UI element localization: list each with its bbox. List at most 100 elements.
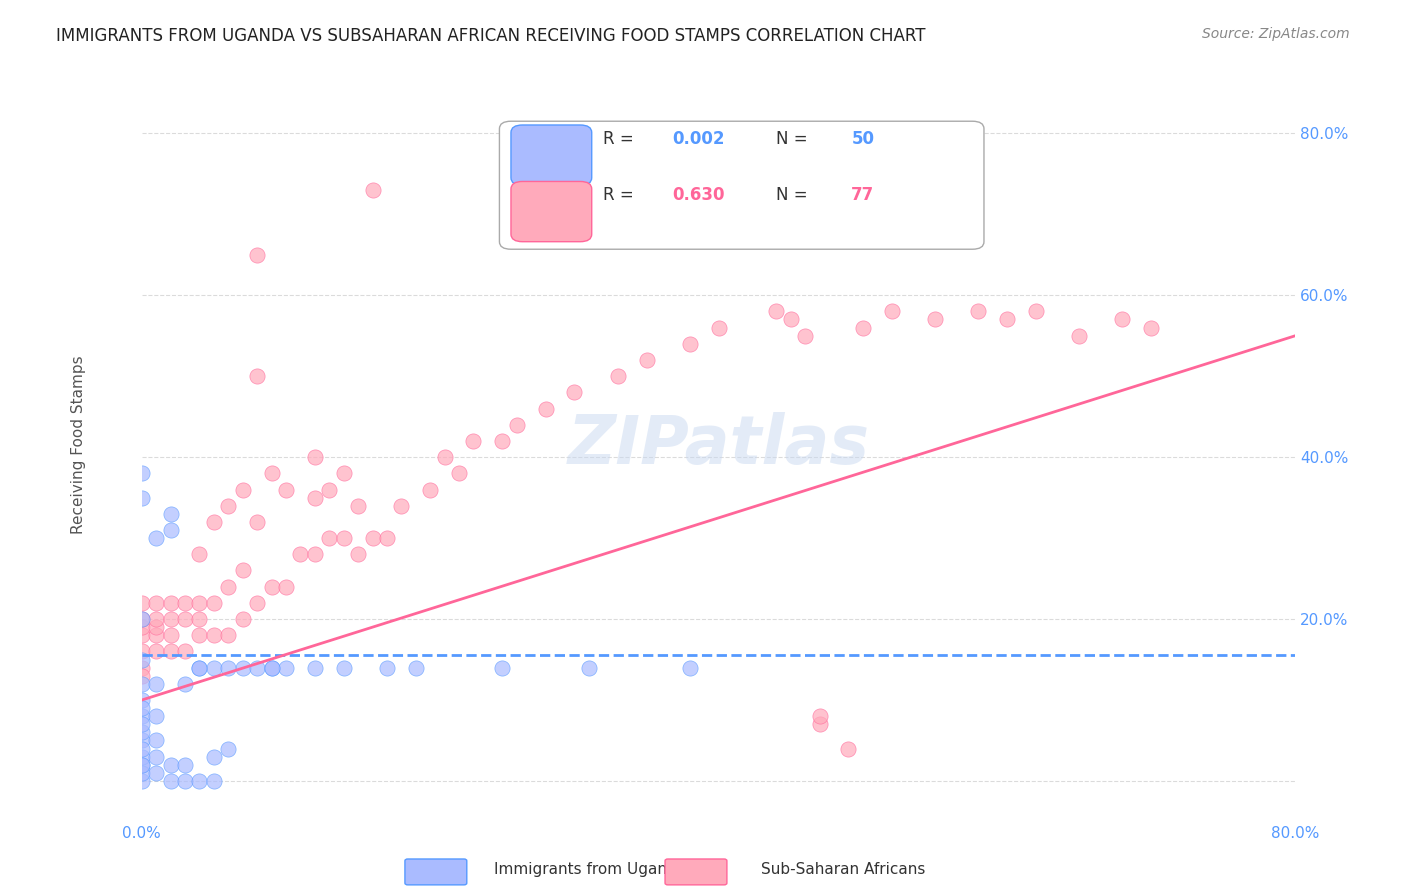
Point <box>174 774 197 789</box>
Point <box>779 312 801 326</box>
Point <box>924 312 946 326</box>
Point <box>332 660 354 674</box>
Point <box>188 547 211 561</box>
Point <box>131 765 153 780</box>
Point <box>202 749 225 764</box>
Point <box>145 749 167 764</box>
Point <box>188 774 211 789</box>
Point <box>375 660 398 674</box>
Point <box>131 596 153 610</box>
Point <box>304 660 326 674</box>
FancyBboxPatch shape <box>510 181 592 242</box>
Point <box>880 304 903 318</box>
Point <box>188 612 211 626</box>
Point <box>159 523 181 537</box>
Point <box>246 660 269 674</box>
Point <box>131 491 153 505</box>
Point <box>131 467 153 481</box>
Point <box>159 757 181 772</box>
Point <box>995 312 1018 326</box>
Point <box>131 725 153 739</box>
Point <box>145 765 167 780</box>
Point <box>131 733 153 747</box>
Point <box>246 248 269 262</box>
Point <box>131 652 153 666</box>
Point <box>202 515 225 529</box>
Text: 50: 50 <box>851 130 875 148</box>
Point <box>131 677 153 691</box>
Point <box>318 531 340 545</box>
Point <box>304 491 326 505</box>
Point <box>1140 320 1163 334</box>
Point <box>260 467 283 481</box>
Point <box>145 620 167 634</box>
Point <box>174 644 197 658</box>
Point <box>159 507 181 521</box>
Point <box>606 369 628 384</box>
Point <box>290 547 312 561</box>
Point <box>131 644 153 658</box>
Point <box>174 612 197 626</box>
Point <box>202 596 225 610</box>
Point <box>447 467 470 481</box>
Point <box>188 628 211 642</box>
Point <box>145 531 167 545</box>
Point <box>246 515 269 529</box>
Point <box>131 620 153 634</box>
Point <box>145 628 167 642</box>
Point <box>1111 312 1133 326</box>
FancyBboxPatch shape <box>510 125 592 186</box>
Point <box>159 612 181 626</box>
Point <box>131 749 153 764</box>
Point <box>145 709 167 723</box>
Point <box>145 644 167 658</box>
Point <box>159 596 181 610</box>
Point <box>361 531 384 545</box>
Text: 0.630: 0.630 <box>672 186 725 204</box>
Point <box>217 660 239 674</box>
Point <box>361 183 384 197</box>
Point <box>217 741 239 756</box>
Point <box>375 531 398 545</box>
Point <box>794 328 817 343</box>
Point <box>145 677 167 691</box>
Point <box>304 547 326 561</box>
Point <box>232 483 254 497</box>
Point <box>145 596 167 610</box>
Point <box>332 467 354 481</box>
Text: 77: 77 <box>851 186 875 204</box>
Text: 0.002: 0.002 <box>672 130 725 148</box>
Point <box>232 612 254 626</box>
Point <box>260 660 283 674</box>
Point <box>131 701 153 715</box>
Point <box>260 660 283 674</box>
Point <box>491 434 513 448</box>
Text: IMMIGRANTS FROM UGANDA VS SUBSAHARAN AFRICAN RECEIVING FOOD STAMPS CORRELATION C: IMMIGRANTS FROM UGANDA VS SUBSAHARAN AFR… <box>56 27 925 45</box>
Point <box>131 660 153 674</box>
Point <box>534 401 557 416</box>
Point <box>636 353 658 368</box>
Point <box>217 499 239 513</box>
Point <box>1069 328 1091 343</box>
Text: R =: R = <box>603 130 640 148</box>
Point <box>145 612 167 626</box>
Point <box>202 628 225 642</box>
Point <box>232 660 254 674</box>
Point <box>131 757 153 772</box>
Point <box>274 660 297 674</box>
Point <box>837 741 859 756</box>
Point <box>765 304 787 318</box>
Point <box>332 531 354 545</box>
Point <box>131 774 153 789</box>
Point <box>159 774 181 789</box>
Point <box>852 320 875 334</box>
Point <box>188 660 211 674</box>
Point <box>463 434 485 448</box>
Point <box>131 717 153 731</box>
Point <box>808 709 831 723</box>
Point <box>131 612 153 626</box>
Point <box>1025 304 1047 318</box>
Point <box>131 709 153 723</box>
Point <box>274 483 297 497</box>
Point <box>174 757 197 772</box>
